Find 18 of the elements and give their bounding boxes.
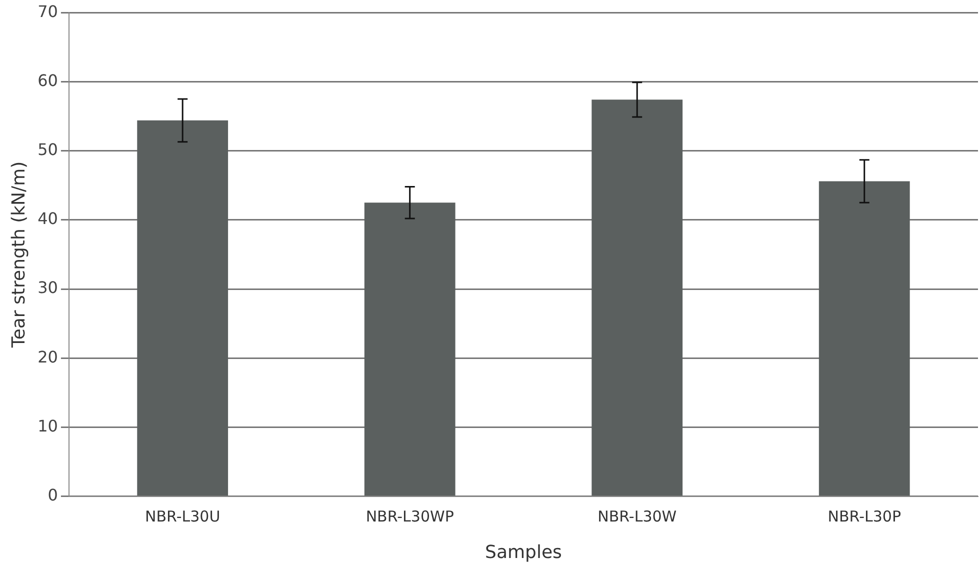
bar: [818, 181, 910, 496]
bar: [364, 202, 456, 496]
x-tick-label: NBR-L30U: [145, 507, 220, 526]
x-tick-label: NBR-L30WP: [366, 507, 454, 526]
x-axis-title: Samples: [485, 542, 562, 563]
x-tick-label: NBR-L30W: [598, 507, 677, 526]
y-tick-label: 70: [38, 2, 58, 21]
y-tick-label: 40: [38, 209, 58, 228]
bar: [137, 120, 228, 496]
y-tick-label: 10: [38, 416, 58, 436]
y-tick-label: 50: [38, 140, 58, 159]
y-tick-label: 60: [38, 70, 58, 90]
bar: [592, 100, 683, 496]
y-axis-title: Tear strength (kN/m): [8, 161, 30, 349]
x-tick-label: NBR-L30P: [828, 507, 901, 526]
y-tick-label: 30: [38, 278, 58, 298]
y-tick-label: 20: [38, 347, 58, 366]
y-tick-label: 0: [48, 486, 58, 505]
